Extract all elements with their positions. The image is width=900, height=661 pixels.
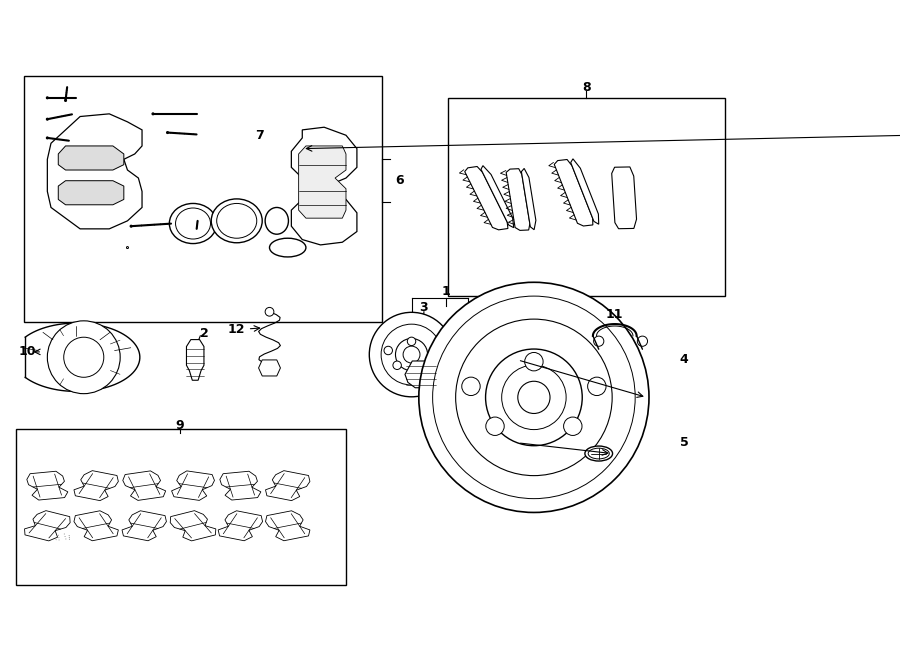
Text: 2: 2	[201, 327, 209, 340]
Ellipse shape	[176, 208, 211, 239]
Circle shape	[408, 337, 416, 346]
Circle shape	[195, 228, 198, 230]
Circle shape	[47, 118, 49, 120]
Circle shape	[486, 349, 582, 446]
Text: 9: 9	[176, 419, 184, 432]
Circle shape	[127, 247, 128, 248]
Circle shape	[563, 417, 582, 436]
Ellipse shape	[212, 199, 262, 243]
Polygon shape	[58, 180, 124, 205]
Text: 5: 5	[680, 436, 688, 449]
Circle shape	[486, 417, 504, 436]
Circle shape	[525, 352, 543, 371]
Circle shape	[48, 321, 121, 394]
Polygon shape	[24, 511, 70, 541]
Circle shape	[422, 361, 430, 369]
Ellipse shape	[269, 238, 306, 257]
Polygon shape	[506, 169, 530, 231]
Bar	[448, 98, 724, 295]
Polygon shape	[292, 127, 357, 245]
Circle shape	[384, 346, 392, 355]
Ellipse shape	[169, 204, 217, 243]
Bar	[24, 77, 382, 323]
Polygon shape	[220, 471, 261, 500]
Circle shape	[130, 225, 132, 227]
Text: 6: 6	[395, 175, 403, 187]
Polygon shape	[122, 511, 166, 541]
Polygon shape	[299, 146, 346, 218]
Text: 10: 10	[18, 346, 36, 358]
Circle shape	[588, 377, 606, 395]
Text: 4: 4	[680, 354, 688, 366]
Polygon shape	[27, 471, 68, 500]
Circle shape	[166, 132, 168, 134]
Ellipse shape	[266, 208, 288, 234]
Circle shape	[430, 346, 439, 355]
Text: 1: 1	[441, 286, 450, 299]
Polygon shape	[48, 114, 142, 229]
Polygon shape	[571, 159, 598, 224]
Circle shape	[127, 247, 129, 249]
Ellipse shape	[585, 446, 613, 461]
Text: 7: 7	[255, 129, 264, 141]
Polygon shape	[266, 511, 310, 541]
Circle shape	[47, 137, 49, 139]
Polygon shape	[266, 471, 310, 500]
Text: 3: 3	[419, 301, 428, 314]
Circle shape	[395, 338, 428, 371]
Circle shape	[455, 319, 612, 476]
Polygon shape	[554, 159, 593, 226]
Polygon shape	[122, 471, 166, 500]
Circle shape	[518, 381, 550, 414]
Polygon shape	[74, 511, 118, 541]
Circle shape	[418, 282, 649, 512]
Circle shape	[266, 307, 274, 316]
Circle shape	[462, 377, 481, 395]
Bar	[16, 430, 346, 584]
Circle shape	[637, 336, 647, 346]
Circle shape	[65, 100, 67, 101]
Polygon shape	[170, 511, 216, 541]
Circle shape	[594, 336, 604, 346]
Text: 11: 11	[606, 308, 623, 321]
Circle shape	[152, 113, 154, 115]
Circle shape	[501, 365, 566, 430]
Text: 8: 8	[582, 81, 590, 94]
Ellipse shape	[217, 204, 256, 238]
Polygon shape	[74, 471, 118, 500]
Circle shape	[403, 346, 420, 363]
Polygon shape	[186, 340, 204, 380]
Circle shape	[381, 324, 442, 385]
Circle shape	[369, 313, 454, 397]
Polygon shape	[218, 511, 263, 541]
Circle shape	[47, 97, 49, 98]
Circle shape	[433, 296, 635, 498]
Polygon shape	[464, 167, 508, 230]
Polygon shape	[172, 471, 214, 500]
Polygon shape	[405, 361, 439, 388]
Polygon shape	[481, 166, 514, 227]
Polygon shape	[258, 360, 281, 376]
Polygon shape	[612, 167, 636, 229]
Ellipse shape	[589, 448, 609, 459]
Polygon shape	[58, 146, 124, 170]
Text: 12: 12	[228, 323, 246, 336]
Circle shape	[64, 337, 104, 377]
Circle shape	[393, 361, 401, 369]
Polygon shape	[521, 169, 535, 230]
